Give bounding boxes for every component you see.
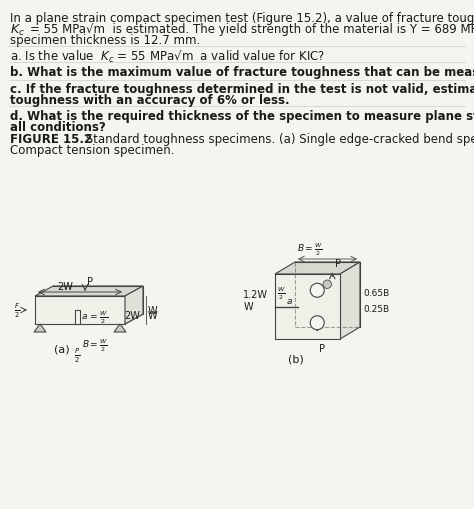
Text: 2W: 2W [124,310,140,320]
Text: W: W [148,311,158,321]
Text: P: P [335,259,341,269]
Text: 0.25B: 0.25B [363,304,389,313]
Text: 1.2W: 1.2W [243,289,268,299]
Text: P: P [319,343,325,353]
Polygon shape [275,274,340,340]
Text: $B = \frac{W}{2}$: $B = \frac{W}{2}$ [297,241,323,258]
Polygon shape [75,310,81,324]
Polygon shape [35,315,143,324]
Text: = 55 MPa√m  is estimated. The yield strength of the material is Y = 689 MPa, and: = 55 MPa√m is estimated. The yield stren… [30,23,474,36]
Circle shape [323,280,331,289]
Text: Compact tension specimen.: Compact tension specimen. [10,144,174,157]
Text: $\frac{P}{2}$: $\frac{P}{2}$ [74,346,81,364]
Polygon shape [275,263,360,274]
Text: W: W [243,302,253,312]
Text: (b): (b) [288,354,304,364]
Circle shape [310,284,324,298]
Text: P: P [87,276,93,287]
Text: $\frac{F}{2}$: $\frac{F}{2}$ [14,301,20,320]
Text: $B = \frac{W}{2}$: $B = \frac{W}{2}$ [82,336,108,353]
Circle shape [310,316,324,330]
Text: $K_c$: $K_c$ [10,23,25,38]
Polygon shape [125,287,143,324]
Text: (a): (a) [54,344,70,354]
Polygon shape [35,287,143,296]
Text: FIGURE 15.2: FIGURE 15.2 [10,133,92,146]
Polygon shape [340,263,360,340]
Text: specimen thickness is 12.7 mm.: specimen thickness is 12.7 mm. [10,34,200,47]
Text: c. If the fracture toughness determined in the test is not valid, estimate the p: c. If the fracture toughness determined … [10,83,474,96]
Text: b. What is the maximum value of fracture toughness that can be measured with thi: b. What is the maximum value of fracture… [10,66,474,79]
Text: $\frac{W}{2}$: $\frac{W}{2}$ [277,286,285,302]
Text: W: W [148,305,158,316]
Text: d. What is the required thickness of the specimen to measure plane strain fractu: d. What is the required thickness of the… [10,110,474,123]
Text: a: a [286,296,292,305]
Text: Standard toughness specimens. (a) Single edge-cracked bend specimen. (b): Standard toughness specimens. (a) Single… [82,133,474,146]
Text: 2W: 2W [57,281,73,292]
Polygon shape [35,296,125,324]
Text: 0.65B: 0.65B [363,289,389,298]
Text: $a$ = $\frac{W}{2}$: $a$ = $\frac{W}{2}$ [82,309,109,326]
Text: In a plane strain compact specimen test (Figure 15.2), a value of fracture tough: In a plane strain compact specimen test … [10,12,474,25]
Text: toughness with an accuracy of 6% or less.: toughness with an accuracy of 6% or less… [10,94,290,107]
Polygon shape [114,324,126,332]
Text: all conditions?: all conditions? [10,121,106,134]
Text: a. Is the value  $K_c$ = 55 MPa√m  a valid value for KIC?: a. Is the value $K_c$ = 55 MPa√m a valid… [10,49,325,65]
Polygon shape [34,324,46,332]
